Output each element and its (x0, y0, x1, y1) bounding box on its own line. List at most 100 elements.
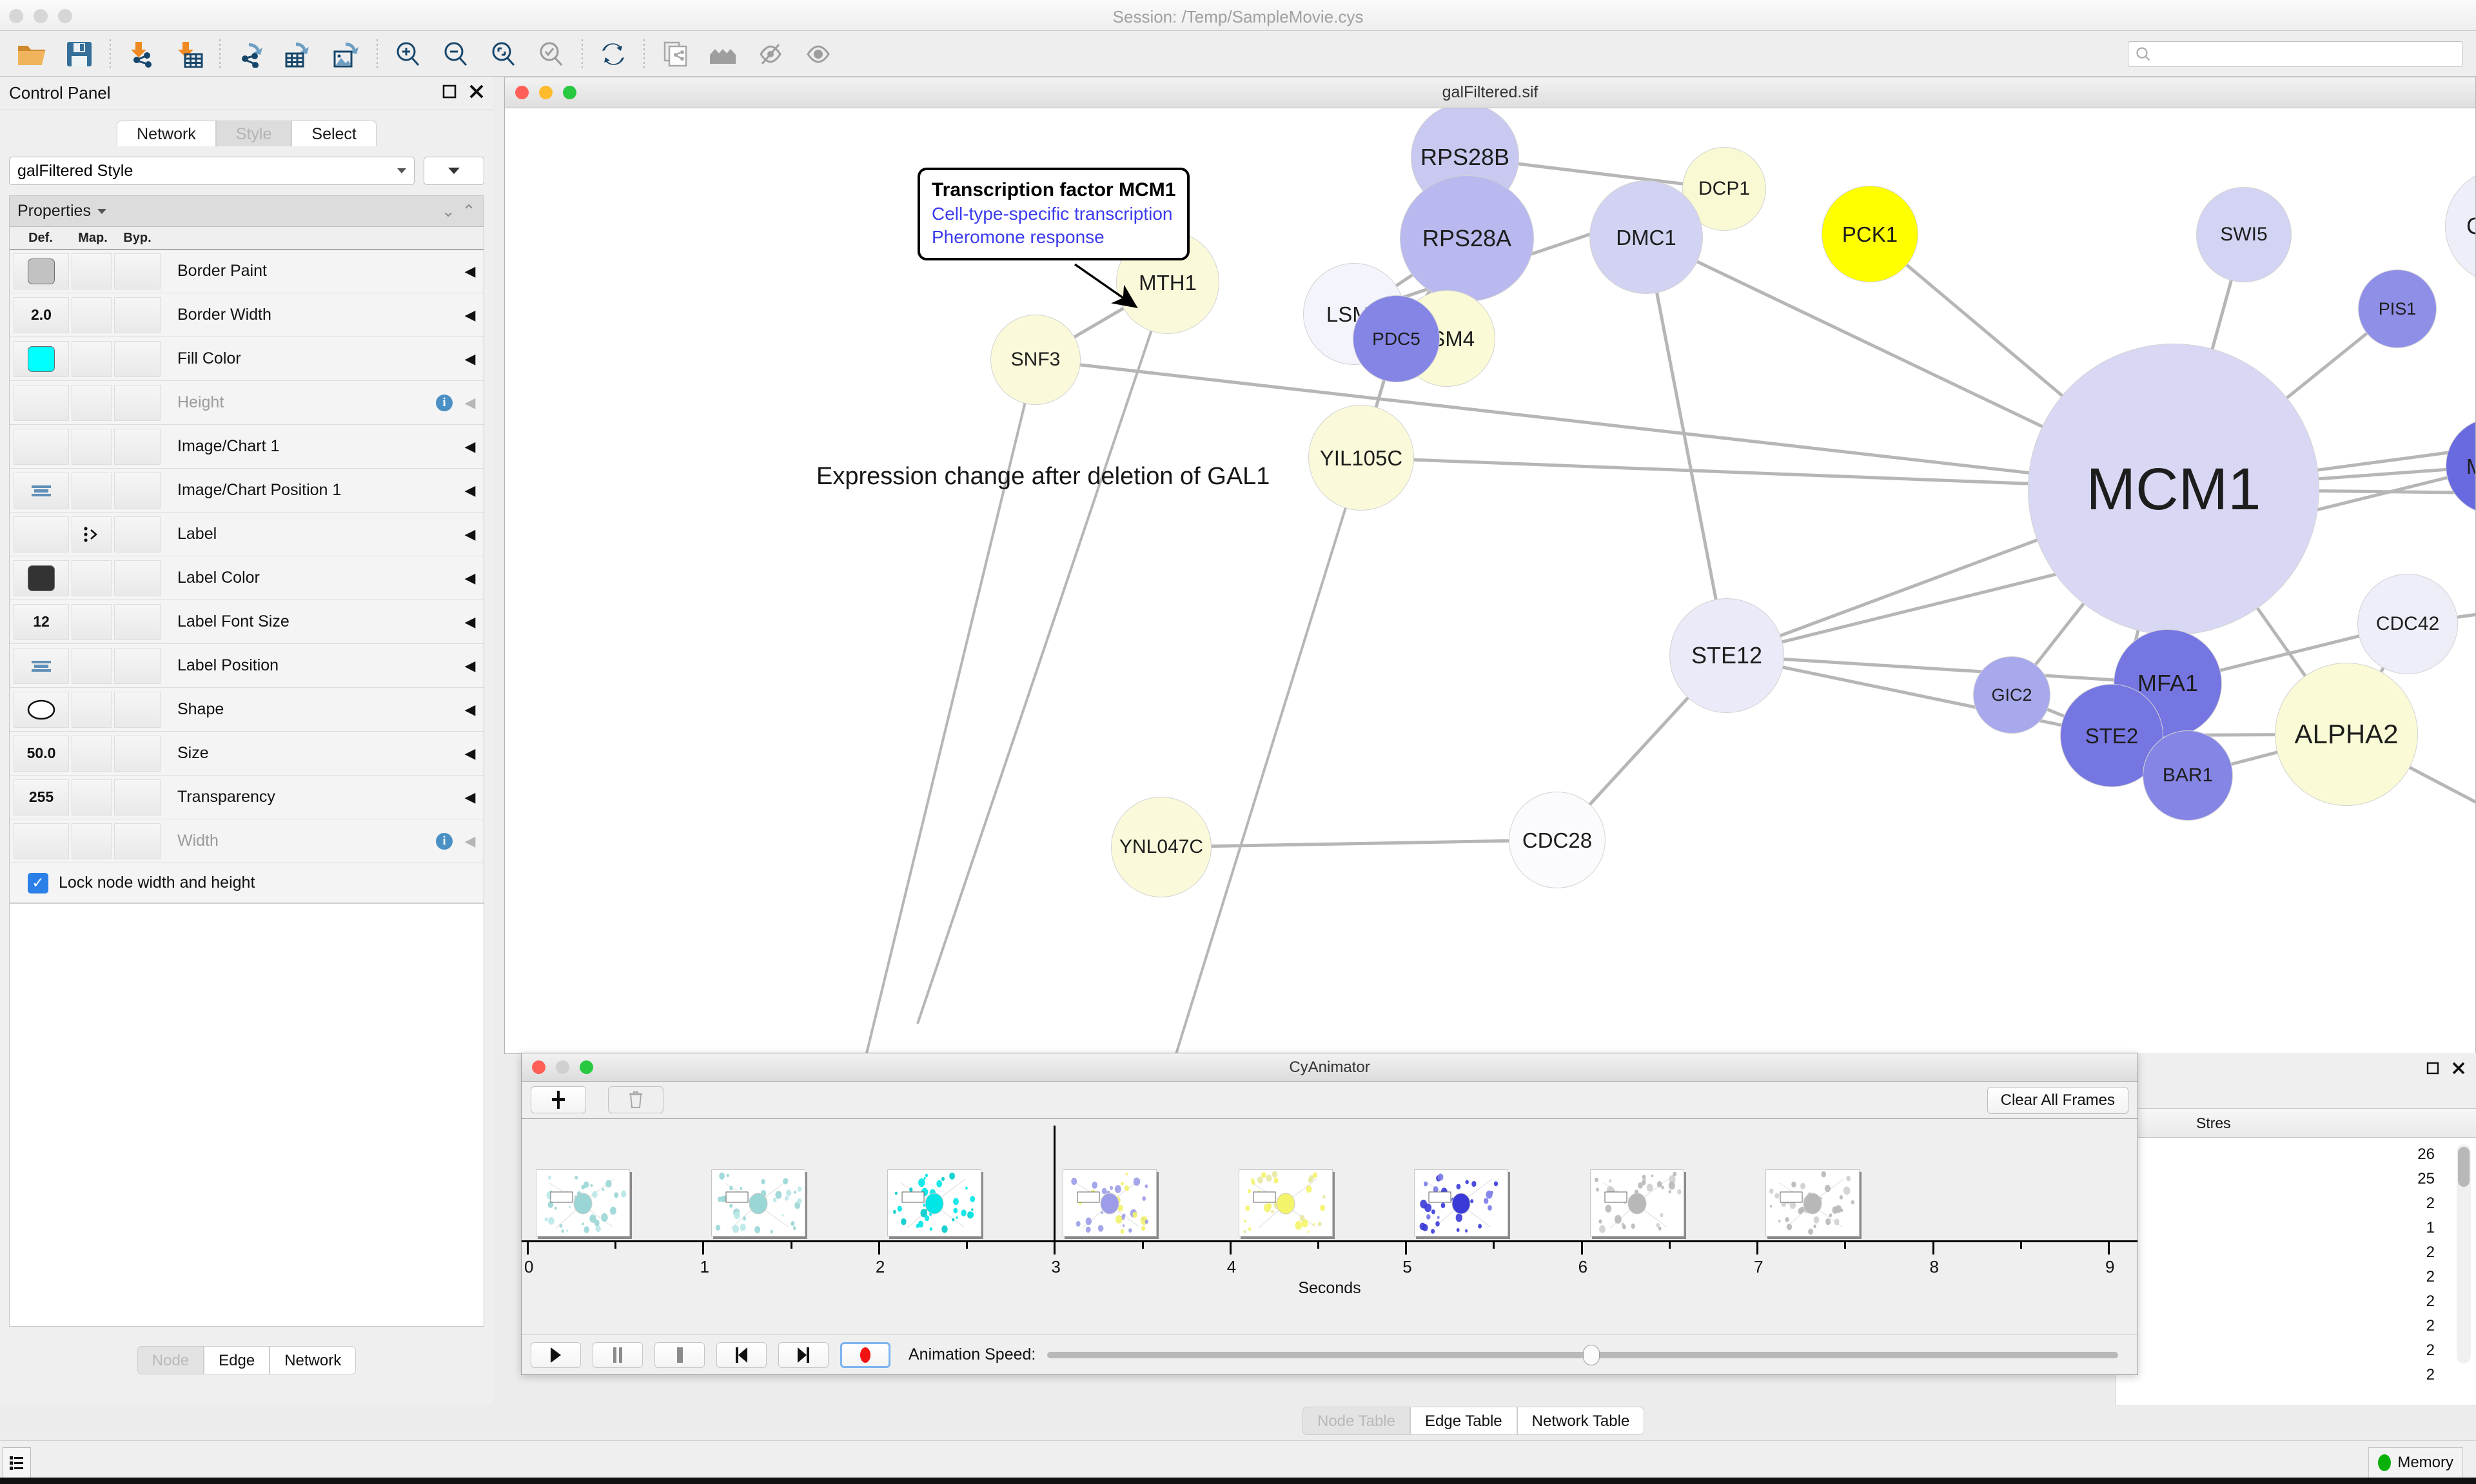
tab-network-style[interactable]: Network (270, 1346, 356, 1374)
property-row[interactable]: 2.0 Border Width ◀ (10, 293, 484, 337)
new-network-icon[interactable] (651, 34, 699, 74)
property-default-cell[interactable] (14, 516, 69, 552)
property-bypass-cell[interactable] (114, 516, 161, 552)
export-image-icon[interactable] (322, 34, 370, 74)
tab-edge[interactable]: Edge (204, 1346, 270, 1374)
property-bypass-cell[interactable] (114, 779, 161, 815)
search-input[interactable] (2128, 41, 2463, 67)
tab-node-table[interactable]: Node Table (1302, 1407, 1410, 1435)
restore-icon[interactable] (2426, 1061, 2440, 1079)
property-mapping-cell[interactable] (72, 473, 112, 509)
export-table-icon[interactable] (275, 34, 322, 74)
animation-frame[interactable] (1765, 1169, 1860, 1236)
property-bypass-cell[interactable] (114, 341, 161, 377)
network-node[interactable]: BAR1 (2143, 730, 2233, 821)
property-row[interactable]: Image/Chart Position 1 ◀ (10, 469, 484, 513)
property-default-cell[interactable]: 255 (14, 779, 69, 815)
property-row[interactable]: 50.0 Size ◀ (10, 732, 484, 776)
animation-frame[interactable] (1063, 1169, 1157, 1236)
zoom-out-icon[interactable] (432, 34, 480, 74)
info-icon[interactable]: i (436, 833, 453, 850)
property-expand-arrow[interactable]: ◀ (457, 614, 484, 630)
property-mapping-cell[interactable] (72, 736, 112, 772)
playhead[interactable] (1054, 1126, 1056, 1240)
property-default-cell[interactable] (14, 385, 69, 421)
property-mapping-cell[interactable] (72, 823, 112, 859)
property-default-cell[interactable] (14, 692, 69, 728)
network-node[interactable]: YNL047C (1111, 797, 1212, 897)
network-node[interactable]: PDC5 (1353, 295, 1440, 382)
chevron-down-icon[interactable] (97, 209, 106, 214)
property-expand-arrow[interactable]: ◀ (457, 701, 484, 718)
collapse-all-icon[interactable]: ⌃ (462, 201, 476, 221)
property-mapping-cell[interactable] (72, 604, 112, 640)
property-row[interactable]: Height i ◀ (10, 381, 484, 425)
lock-node-size-checkbox[interactable]: ✓ (28, 873, 48, 893)
network-edge[interactable] (1646, 237, 1727, 656)
property-mapping-cell[interactable] (72, 253, 112, 289)
style-select[interactable]: galFiltered Style (9, 157, 415, 185)
property-row[interactable]: Border Paint ◀ (10, 249, 484, 293)
property-row[interactable]: Fill Color ◀ (10, 337, 484, 381)
info-icon[interactable]: i (436, 395, 453, 411)
open-folder-icon[interactable] (8, 34, 55, 74)
property-default-cell[interactable] (14, 253, 69, 289)
animation-frame[interactable] (1414, 1169, 1508, 1236)
property-mapping-cell[interactable] (72, 341, 112, 377)
table-scrollbar[interactable] (2457, 1144, 2471, 1363)
clear-all-frames-button[interactable]: Clear All Frames (1987, 1087, 2128, 1114)
animation-frame[interactable] (1590, 1169, 1684, 1236)
property-mapping-cell[interactable] (72, 385, 112, 421)
first-neighbors-icon[interactable] (699, 34, 747, 74)
property-expand-arrow[interactable]: ◀ (457, 789, 484, 806)
animation-speed-knob[interactable] (1583, 1345, 1600, 1365)
property-expand-arrow[interactable]: ◀ (457, 395, 484, 411)
network-node[interactable]: GIC2 (1973, 656, 2050, 734)
zoom-selected-icon[interactable] (527, 34, 575, 74)
property-default-cell[interactable] (14, 560, 69, 596)
restore-icon[interactable] (442, 84, 457, 103)
animation-frame[interactable] (887, 1169, 981, 1236)
network-edge[interactable] (1161, 840, 1557, 847)
property-bypass-cell[interactable] (114, 253, 161, 289)
property-bypass-cell[interactable] (114, 560, 161, 596)
property-default-cell[interactable] (14, 473, 69, 509)
property-mapping-cell[interactable] (72, 429, 112, 465)
export-network-icon[interactable] (227, 34, 275, 74)
refresh-icon[interactable] (589, 34, 637, 74)
property-bypass-cell[interactable] (114, 736, 161, 772)
property-expand-arrow[interactable]: ◀ (457, 482, 484, 499)
network-node[interactable]: SNF3 (990, 315, 1081, 405)
network-node[interactable]: PIS1 (2358, 269, 2437, 348)
tab-select[interactable]: Select (291, 121, 376, 146)
property-row[interactable]: 12 Label Font Size ◀ (10, 600, 484, 644)
property-bypass-cell[interactable] (114, 604, 161, 640)
show-all-icon[interactable] (794, 34, 842, 74)
close-icon[interactable] (2451, 1061, 2466, 1079)
tab-style[interactable]: Style (216, 121, 292, 146)
network-node[interactable]: CDC28 (1509, 792, 1606, 888)
property-mapping-cell[interactable] (72, 692, 112, 728)
import-network-icon[interactable] (117, 34, 165, 74)
property-bypass-cell[interactable] (114, 297, 161, 333)
stop-button[interactable] (654, 1342, 705, 1368)
animation-frame[interactable] (1239, 1169, 1333, 1236)
close-icon[interactable] (469, 84, 484, 103)
zoom-in-icon[interactable] (384, 34, 432, 74)
animation-frame[interactable] (711, 1169, 805, 1236)
color-swatch[interactable] (28, 565, 55, 591)
property-default-cell[interactable] (14, 823, 69, 859)
skip-end-button[interactable] (778, 1342, 829, 1368)
cyanimator-timeline[interactable]: 0123456789 Seconds (522, 1119, 2137, 1319)
property-bypass-cell[interactable] (114, 429, 161, 465)
table-scrollbar-thumb[interactable] (2458, 1147, 2470, 1187)
property-expand-arrow[interactable]: ◀ (457, 307, 484, 324)
tab-node[interactable]: Node (137, 1346, 204, 1374)
property-row[interactable]: Label ◀ (10, 513, 484, 556)
network-node[interactable]: YIL105C (1308, 405, 1414, 511)
animation-speed-slider[interactable] (1047, 1352, 2118, 1358)
property-expand-arrow[interactable]: ◀ (457, 570, 484, 587)
property-default-cell[interactable]: 2.0 (14, 297, 69, 333)
property-bypass-cell[interactable] (114, 823, 161, 859)
delete-frame-button[interactable] (608, 1086, 663, 1113)
